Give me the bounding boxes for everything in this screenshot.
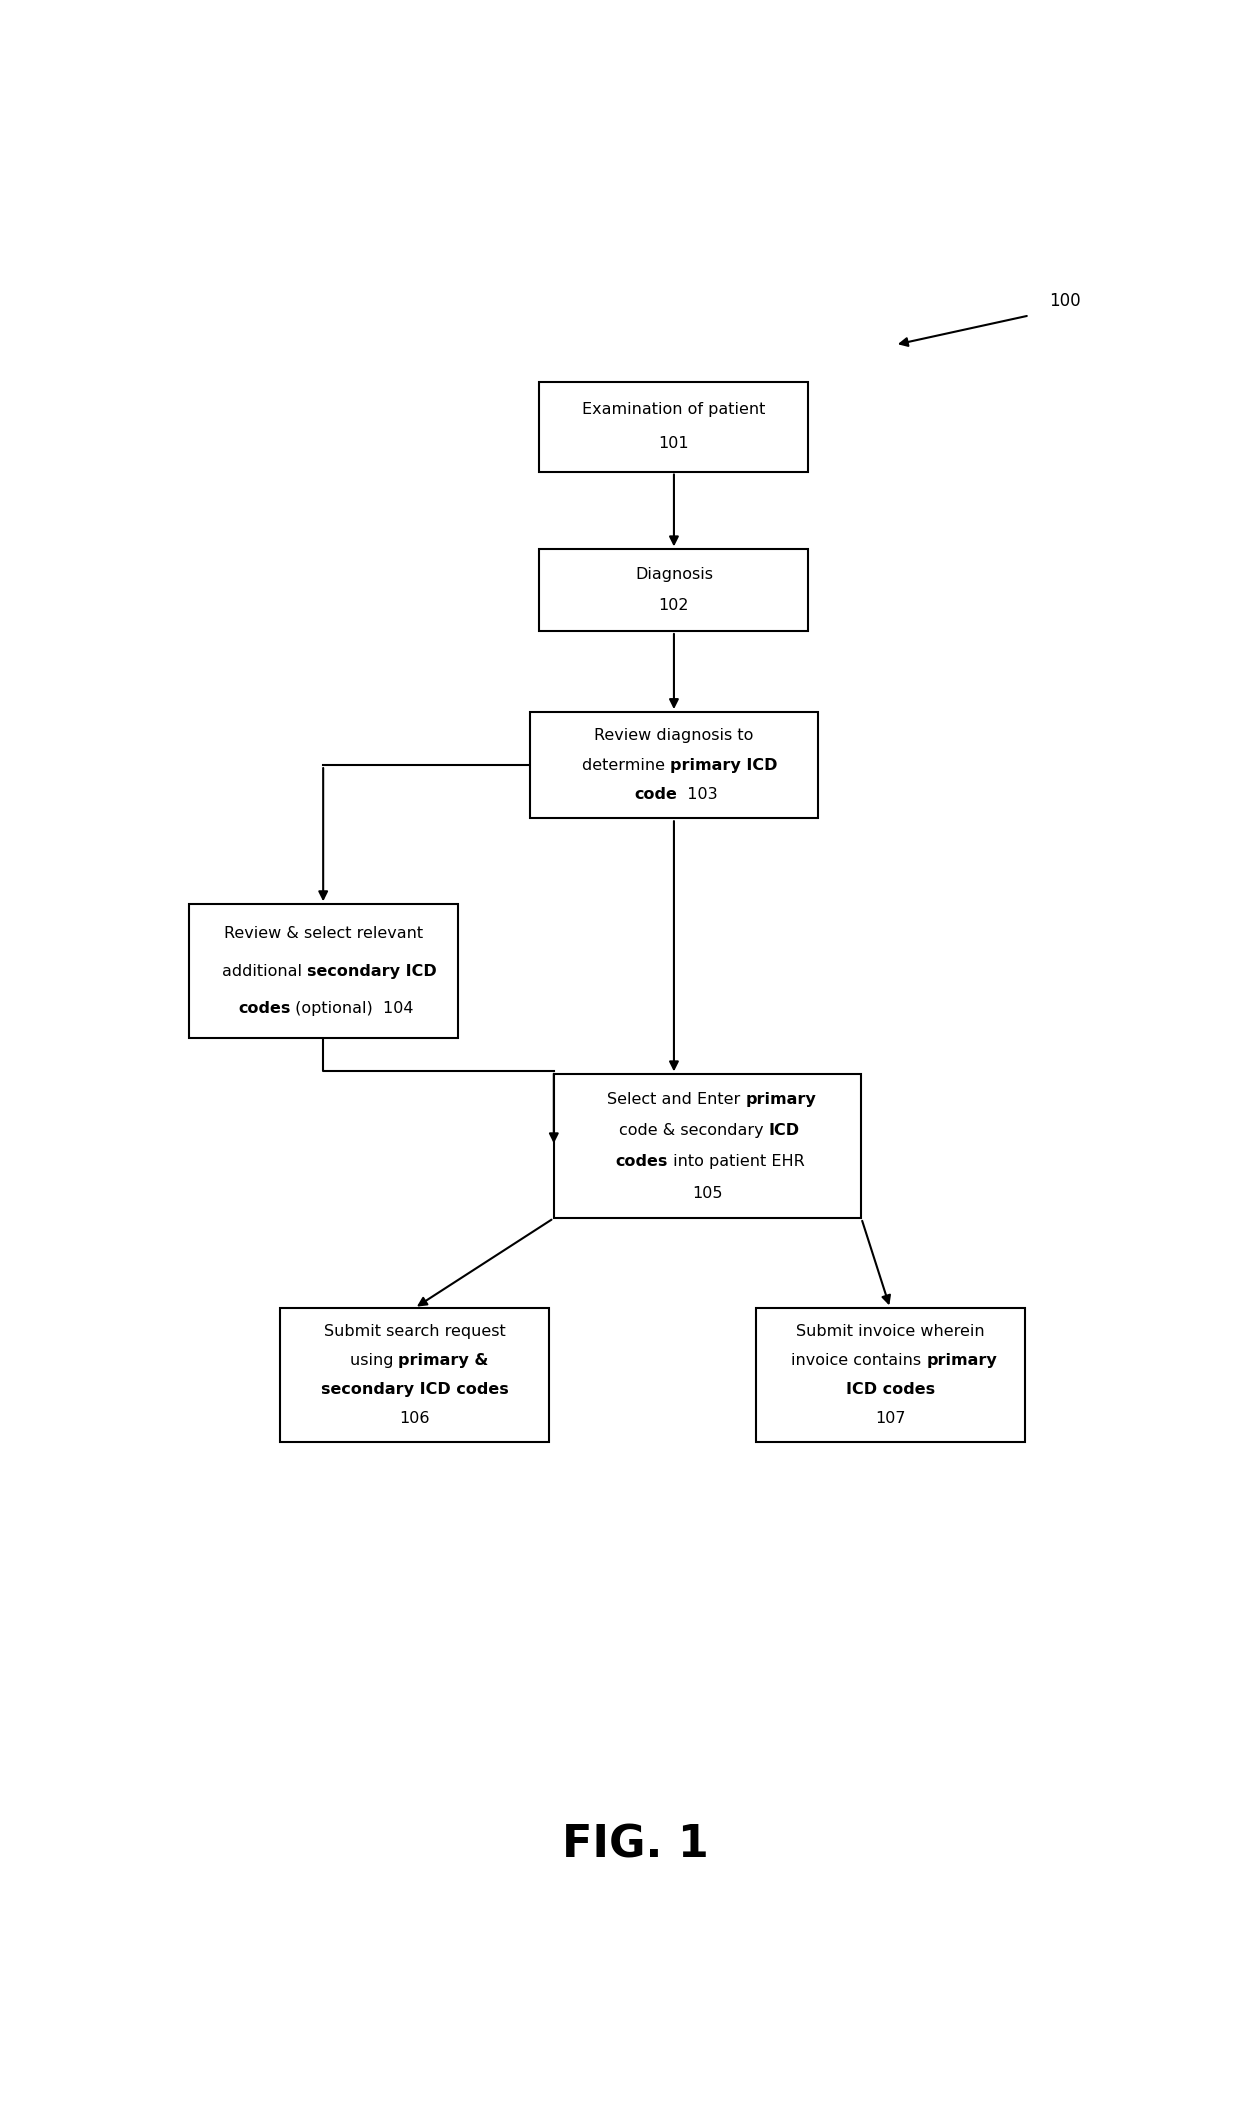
Text: into patient EHR: into patient EHR — [668, 1153, 805, 1170]
Bar — [529, 712, 818, 818]
Text: codes: codes — [238, 1000, 290, 1015]
Bar — [188, 905, 458, 1039]
Text: Examination of patient: Examination of patient — [583, 401, 765, 416]
Text: primary: primary — [926, 1353, 997, 1368]
Bar — [554, 1075, 862, 1219]
Bar — [280, 1308, 549, 1442]
Text: 106: 106 — [399, 1412, 430, 1427]
Bar — [539, 382, 808, 472]
Text: invoice contains: invoice contains — [791, 1353, 926, 1368]
Text: additional: additional — [222, 964, 308, 979]
Text: 102: 102 — [658, 599, 689, 614]
Bar — [755, 1308, 1024, 1442]
Text: Diagnosis: Diagnosis — [635, 567, 713, 582]
Text: ICD: ICD — [769, 1124, 800, 1138]
Bar — [539, 550, 808, 631]
Text: Review diagnosis to: Review diagnosis to — [594, 729, 754, 743]
Text: code & secondary: code & secondary — [619, 1124, 769, 1138]
Text: secondary ICD: secondary ICD — [308, 964, 438, 979]
Text: using: using — [350, 1353, 398, 1368]
Text: secondary ICD codes: secondary ICD codes — [321, 1383, 508, 1398]
Text: 101: 101 — [658, 435, 689, 452]
Text: 103: 103 — [677, 788, 718, 803]
Text: determine: determine — [582, 758, 670, 773]
Text: (optional)  104: (optional) 104 — [290, 1000, 414, 1015]
Text: Submit invoice wherein: Submit invoice wherein — [796, 1323, 985, 1338]
Text: code: code — [635, 788, 677, 803]
Text: Submit search request: Submit search request — [324, 1323, 506, 1338]
Text: Select and Enter: Select and Enter — [606, 1092, 745, 1107]
Text: codes: codes — [616, 1153, 668, 1170]
Text: FIG. 1: FIG. 1 — [562, 1822, 709, 1867]
Text: Review & select relevant: Review & select relevant — [223, 926, 423, 941]
Text: 100: 100 — [1049, 291, 1080, 310]
Text: primary: primary — [745, 1092, 816, 1107]
Text: ICD codes: ICD codes — [846, 1383, 935, 1398]
Text: primary &: primary & — [398, 1353, 489, 1368]
Text: primary ICD: primary ICD — [670, 758, 777, 773]
Text: 105: 105 — [692, 1185, 723, 1200]
Text: 107: 107 — [875, 1412, 905, 1427]
